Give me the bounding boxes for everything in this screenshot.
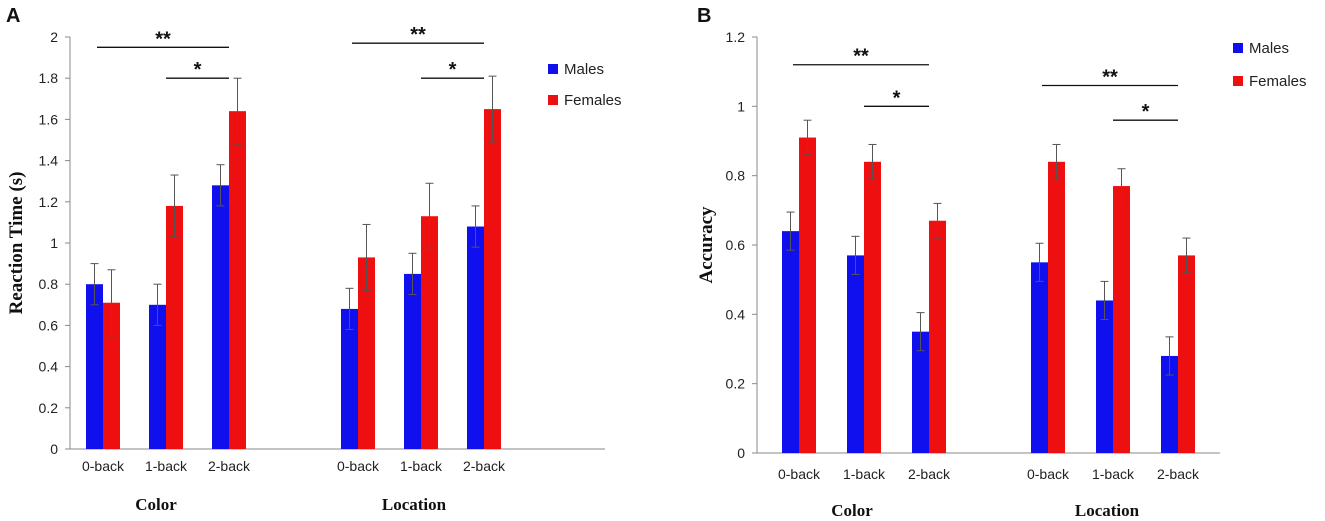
- category-label: 0-back: [337, 458, 380, 474]
- y-tick-label: 0.4: [39, 359, 59, 375]
- bar-males-color-0-back: [86, 284, 103, 449]
- significance-marker: **: [853, 46, 869, 68]
- bar-females-location-1-back: [1113, 186, 1130, 454]
- significance-marker: *: [449, 59, 457, 81]
- bar-females-color-2-back: [229, 111, 246, 449]
- legend-label-females: Females: [1249, 73, 1307, 90]
- legend-swatch-males: [1233, 43, 1243, 53]
- category-label: 2-back: [908, 466, 951, 482]
- bar-males-location-2-back: [1161, 355, 1178, 453]
- bar-females-location-1-back: [421, 216, 438, 449]
- bar-females-location-2-back: [1178, 255, 1195, 453]
- bar-males-color-1-back: [847, 255, 864, 453]
- bar-males-location-1-back: [1096, 300, 1113, 453]
- bar-males-color-2-back: [912, 331, 929, 453]
- y-tick-label: 1.8: [39, 70, 59, 86]
- category-label: 2-back: [1157, 466, 1200, 482]
- group-label-color: Color: [831, 501, 873, 520]
- y-tick-label: 0.6: [39, 317, 59, 333]
- y-tick-label: 0.2: [726, 376, 746, 392]
- y-tick-label: 0.8: [39, 276, 59, 292]
- significance-marker: *: [893, 87, 901, 109]
- y-tick-label: 1.2: [726, 29, 746, 45]
- y-tick-label: 2: [50, 29, 58, 45]
- y-tick-label: 0.2: [39, 400, 59, 416]
- bar-females-location-0-back: [1048, 161, 1065, 454]
- bar-males-location-0-back: [341, 308, 358, 449]
- group-label-location: Location: [1075, 501, 1140, 520]
- category-label: 2-back: [463, 458, 506, 474]
- panel-label-A: A: [6, 5, 20, 27]
- bar-females-color-1-back: [166, 205, 183, 449]
- category-label: 0-back: [1027, 466, 1070, 482]
- category-label: 0-back: [778, 466, 821, 482]
- category-label: 0-back: [82, 458, 125, 474]
- y-tick-label: 1.2: [39, 194, 59, 210]
- bar-females-color-2-back: [929, 220, 946, 453]
- bar-males-location-1-back: [404, 273, 421, 449]
- bar-males-location-0-back: [1031, 262, 1048, 453]
- bar-males-color-2-back: [212, 185, 229, 449]
- category-label: 1-back: [1092, 466, 1135, 482]
- bar-females-location-2-back: [484, 109, 501, 449]
- panel-label-B: B: [697, 5, 711, 27]
- significance-marker: **: [1102, 67, 1118, 89]
- significance-marker: **: [155, 28, 171, 50]
- legend-swatch-females: [1233, 76, 1243, 86]
- bar-males-color-0-back: [782, 231, 799, 453]
- bar-females-location-0-back: [358, 257, 375, 449]
- y-axis-label: Accuracy: [696, 206, 717, 284]
- legend-label-females: Females: [564, 92, 622, 109]
- category-label: 1-back: [145, 458, 188, 474]
- significance-marker: *: [194, 59, 202, 81]
- group-label-color: Color: [135, 495, 177, 514]
- category-label: 1-back: [843, 466, 886, 482]
- significance-marker: **: [410, 24, 426, 46]
- y-tick-label: 0: [737, 445, 745, 461]
- legend-swatch-males: [548, 64, 558, 74]
- group-label-location: Location: [382, 495, 447, 514]
- y-tick-label: 1.6: [39, 111, 59, 127]
- legend-label-males: Males: [564, 61, 604, 78]
- y-tick-label: 1: [737, 98, 745, 114]
- y-tick-label: 0.4: [726, 306, 746, 322]
- y-tick-label: 1.4: [39, 153, 59, 169]
- y-tick-label: 0.8: [726, 168, 746, 184]
- y-tick-label: 1: [50, 235, 58, 251]
- bar-males-location-2-back: [467, 226, 484, 449]
- bar-females-color-1-back: [864, 161, 881, 454]
- legend-label-males: Males: [1249, 40, 1289, 57]
- bar-females-color-0-back: [799, 137, 816, 454]
- y-tick-label: 0.6: [726, 237, 746, 253]
- category-label: 1-back: [400, 458, 443, 474]
- legend-swatch-females: [548, 95, 558, 105]
- bar-females-color-0-back: [103, 302, 120, 449]
- y-axis-label: Reaction Time (s): [6, 172, 27, 315]
- category-label: 2-back: [208, 458, 251, 474]
- significance-marker: *: [1142, 101, 1150, 123]
- bar-males-color-1-back: [149, 304, 166, 449]
- y-tick-label: 0: [50, 441, 58, 457]
